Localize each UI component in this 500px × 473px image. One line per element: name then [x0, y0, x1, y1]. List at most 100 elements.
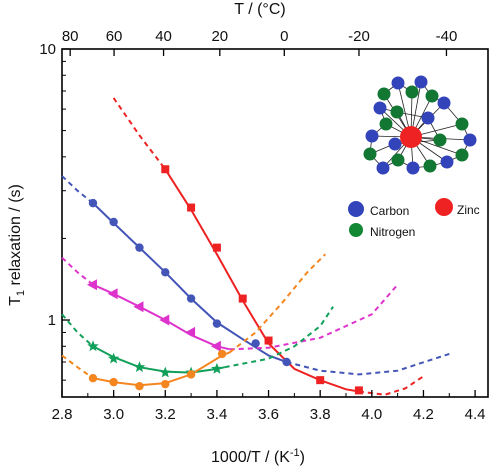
- data-point-circle: [251, 339, 260, 348]
- legend-carbon-label: Carbon: [370, 204, 409, 218]
- carbon-atom: [406, 161, 420, 175]
- data-point-square: [187, 203, 196, 212]
- x2-tick-label: 40: [155, 28, 172, 45]
- x-tick-label: 3.4: [206, 406, 227, 423]
- x-tick-label: 3.6: [258, 406, 279, 423]
- x-axis-title-main: 1000/T / (K: [211, 449, 290, 466]
- nitrogen-atom: [425, 89, 439, 103]
- x-tick-label: 3.0: [103, 406, 124, 423]
- series-magenta: [61, 256, 399, 352]
- x-axis-title-close: ): [300, 449, 305, 466]
- carbon-atom: [421, 111, 435, 125]
- carbon-atom: [376, 161, 390, 175]
- nitrogen-atom: [377, 87, 391, 101]
- legend-carbon-marker: [348, 201, 364, 217]
- series-orange-fit-extrapolation: [229, 253, 327, 354]
- x-tick-label: 4.2: [413, 406, 434, 423]
- data-point-circle: [161, 379, 170, 389]
- data-point-circle: [88, 198, 98, 208]
- series-blue-fit-extrapolation: [61, 175, 94, 204]
- series-red-fit-extrapolation: [112, 97, 167, 170]
- data-point-circle: [161, 268, 170, 277]
- carbon-atom: [388, 137, 402, 151]
- nitrogen-atom: [455, 117, 469, 131]
- legend-zinc-marker: [435, 198, 453, 216]
- data-point-square: [264, 336, 273, 345]
- series-magenta-fit-extrapolation: [61, 256, 94, 286]
- data-point-triangle: [86, 279, 97, 291]
- legend: Carbon Zinc Nitrogen: [348, 198, 480, 239]
- x2-axis-title: T / (°C): [234, 1, 285, 18]
- axis-layer: 2.8 3.0 3.2 3.4 3.6 3.8 4.0 4.2 4.4 80 60 40 20 0 -20 -…: [39, 28, 485, 423]
- series-green-fit-extrapolation: [61, 313, 94, 348]
- data-point-circle: [88, 374, 98, 383]
- data-point-triangle: [185, 326, 196, 338]
- x-axis-title: 1000/T / (K-1): [211, 447, 305, 466]
- carbon-atom: [437, 96, 451, 110]
- series-blue-fit-line: [92, 202, 287, 363]
- zinc-atom: [400, 126, 422, 148]
- series-red-fit-extrapolation: [358, 375, 425, 396]
- carbon-atom: [391, 76, 405, 90]
- data-point-triangle: [107, 288, 118, 300]
- x-tick-label: 4.4: [465, 406, 486, 423]
- legend-nitrogen-marker: [349, 223, 363, 237]
- data-point-square: [354, 386, 363, 395]
- data-point-circle: [217, 349, 227, 359]
- series-red-fit-line: [164, 168, 360, 393]
- data-point-star: [87, 340, 99, 352]
- data-point-square: [316, 376, 325, 385]
- x-tick-label: 4.0: [361, 406, 382, 423]
- data-point-circle: [186, 370, 196, 379]
- data-point-triangle: [210, 340, 221, 352]
- data-point-square: [238, 294, 247, 303]
- data-point-circle: [109, 217, 118, 227]
- x2-tick-label: 60: [106, 28, 123, 45]
- data-point-star: [159, 366, 171, 378]
- data-point-square: [212, 243, 221, 252]
- series-orange-fit-extrapolation: [61, 354, 94, 380]
- series-blue: [61, 175, 450, 376]
- nitrogen-atom: [455, 148, 469, 162]
- y-axis-title-main: T: [7, 296, 24, 306]
- nitrogen-atom: [433, 133, 447, 147]
- data-point-circle: [212, 319, 222, 328]
- x-axis-title-sup: -1: [290, 447, 300, 459]
- data-point-circle: [282, 357, 291, 367]
- x-tick-label: 2.8: [52, 406, 73, 423]
- molecule-structure-illustration: [363, 75, 477, 175]
- plot-frame: [61, 48, 489, 398]
- x-tick-label: 3.8: [310, 406, 331, 423]
- data-point-square: [161, 165, 170, 174]
- carbon-atom: [365, 129, 379, 143]
- data-point-circle: [109, 377, 118, 387]
- nitrogen-atom: [423, 159, 437, 173]
- x2-tick-label: 80: [62, 28, 79, 45]
- nitrogen-atom: [391, 153, 405, 167]
- data-point-triangle: [133, 301, 144, 313]
- data-point-circle: [135, 243, 144, 252]
- series-layer: [61, 97, 450, 396]
- x2-tick-label: -20: [348, 28, 370, 45]
- nitrogen-atom: [405, 85, 419, 99]
- nitrogen-atom: [379, 117, 393, 131]
- x2-tick-label: -40: [436, 28, 458, 45]
- carbon-atom: [373, 101, 387, 115]
- x2-tick-label: 0: [280, 28, 288, 45]
- series-green-fit-extrapolation: [224, 306, 334, 369]
- x2-tick-label: 20: [211, 28, 228, 45]
- data-point-star: [211, 362, 223, 374]
- series-orange: [61, 253, 327, 391]
- data-point-triangle: [159, 314, 170, 326]
- data-point-star: [107, 352, 120, 364]
- series-green: [61, 306, 334, 378]
- data-point-circle: [186, 294, 196, 303]
- y-tick-label: 1: [48, 312, 56, 329]
- y-tick-label: 10: [39, 41, 56, 58]
- series-magenta-fit-extrapolation: [229, 284, 399, 351]
- nitrogen-atom: [390, 105, 404, 119]
- legend-zinc-label: Zinc: [457, 203, 480, 217]
- nitrogen-atom: [363, 147, 377, 161]
- series-red: [112, 97, 425, 396]
